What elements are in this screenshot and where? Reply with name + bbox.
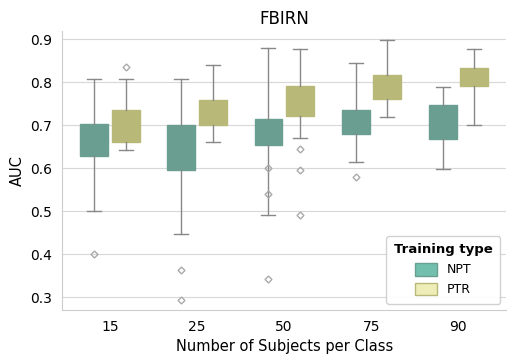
PathPatch shape <box>460 68 488 86</box>
PathPatch shape <box>80 124 108 156</box>
Title: FBIRN: FBIRN <box>259 10 309 28</box>
X-axis label: Number of Subjects per Class: Number of Subjects per Class <box>175 339 393 354</box>
PathPatch shape <box>111 110 139 142</box>
PathPatch shape <box>286 86 314 116</box>
PathPatch shape <box>254 119 282 145</box>
Legend: NPT, PTR: NPT, PTR <box>386 236 500 304</box>
PathPatch shape <box>342 110 369 134</box>
PathPatch shape <box>373 75 401 99</box>
PathPatch shape <box>199 100 227 125</box>
PathPatch shape <box>167 125 195 170</box>
Y-axis label: AUC: AUC <box>10 155 25 186</box>
PathPatch shape <box>429 104 457 139</box>
